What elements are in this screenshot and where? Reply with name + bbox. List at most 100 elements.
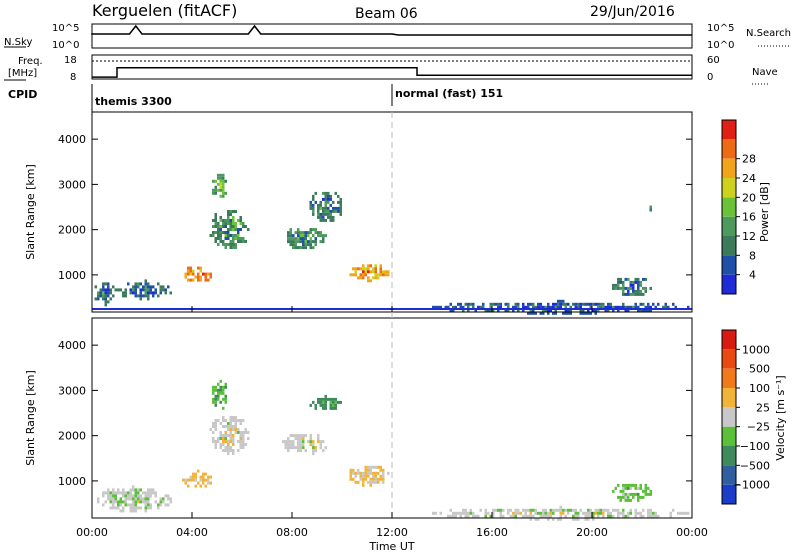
velocity-cell-7 — [619, 498, 622, 502]
velocity-cell-0 — [139, 497, 142, 501]
power-cell-4 — [222, 194, 225, 198]
velocity-cell-5 — [317, 400, 320, 404]
power-cell-8 — [619, 280, 622, 284]
power-cell-10 — [527, 305, 530, 309]
velocity-cell-0 — [144, 503, 147, 507]
power-cell-1 — [132, 291, 135, 295]
power-cell-10 — [649, 308, 652, 312]
power-cell-7 — [372, 267, 375, 271]
power-cell-6 — [317, 212, 320, 216]
power-cell-5 — [292, 246, 295, 250]
velocity-cell-7 — [632, 483, 635, 487]
velocity-cell-8 — [564, 514, 567, 518]
power-cell-10 — [664, 302, 667, 306]
power-cell-1 — [129, 291, 132, 295]
velocity-cell-0 — [129, 506, 132, 510]
velocity-cell-5 — [324, 400, 327, 404]
power-cell-6 — [319, 215, 322, 219]
power-colorbar-tick-1: 8 — [749, 249, 756, 262]
velocity-cell-7 — [629, 483, 632, 487]
power-cell-2 — [197, 272, 200, 276]
power-cell-1 — [127, 282, 130, 286]
velocity-cell-6 — [379, 474, 382, 478]
power-cell-2 — [204, 278, 207, 282]
xlabel: Time UT — [368, 540, 414, 553]
power-cell-3 — [217, 231, 220, 234]
velocity-cell-0 — [124, 497, 127, 501]
power-cell-7 — [364, 270, 367, 274]
power-cell-3 — [237, 237, 240, 240]
power-cell-1 — [169, 291, 172, 295]
velocity-cell-7 — [612, 489, 615, 493]
power-cell-6 — [312, 212, 315, 216]
velocity-cell-2 — [234, 422, 237, 425]
velocity-cell-8 — [649, 514, 652, 518]
power-cell-5 — [287, 240, 290, 244]
velocity-cell-0 — [134, 491, 137, 495]
time-axis: 00:00 04:00 08:00 12:00 16:00 20:00 00:00 — [76, 306, 708, 539]
power-cell-5 — [294, 237, 297, 241]
power-cell-10 — [529, 308, 532, 312]
power-cell-10 — [632, 305, 635, 309]
velocity-cell-2 — [229, 422, 232, 425]
velocity-cell-0 — [129, 503, 132, 507]
power-cell-6 — [322, 209, 325, 213]
power-cell-2 — [187, 272, 190, 276]
power-cell-4 — [219, 182, 222, 186]
power-cell-10 — [622, 305, 625, 309]
power-cell-10 — [527, 311, 530, 315]
power-cell-6 — [332, 206, 335, 210]
velocity-cell-0 — [127, 503, 130, 507]
velocity-cell-0 — [159, 497, 162, 501]
velocity-cell-0 — [139, 500, 142, 504]
power-cell-5 — [312, 246, 315, 250]
velocity-cell-8 — [524, 511, 527, 515]
velocity-cell-4 — [297, 446, 300, 450]
power-cell-3 — [242, 237, 245, 240]
velocity-cell-8 — [544, 508, 547, 512]
velocity-cell-4 — [324, 446, 327, 450]
power-cell-1 — [122, 294, 125, 298]
power-cell-6 — [339, 203, 342, 207]
velocity-cell-6 — [349, 474, 352, 478]
power-cell-10 — [499, 302, 502, 306]
velocity-cell-5 — [322, 400, 325, 404]
velocity-cell-8 — [449, 508, 452, 512]
velocity-cell-4 — [297, 434, 300, 438]
power-colorbar-tick-0: 4 — [749, 269, 756, 282]
power-cell-8 — [634, 277, 637, 281]
velocity-cell-1 — [209, 475, 212, 479]
velocity-cell-1 — [204, 472, 207, 476]
velocity-cell-7 — [627, 495, 630, 499]
velocity-cell-2 — [224, 419, 227, 422]
power-cell-10 — [604, 305, 607, 309]
power-cell-4 — [212, 191, 215, 195]
nave-label: Nave — [752, 67, 778, 78]
velocity-cell-5 — [334, 400, 337, 404]
power-cell-10 — [549, 308, 552, 312]
power-cell-3 — [232, 219, 235, 222]
velocity-cell-0 — [114, 491, 117, 495]
power-cell-6 — [332, 209, 335, 213]
power-cell-3 — [234, 246, 237, 249]
velocity-cell-2 — [242, 419, 245, 422]
velocity-cell-8 — [492, 511, 495, 515]
velocity-cell-2 — [222, 416, 225, 419]
power-cell-3 — [239, 216, 242, 219]
power-cell-5 — [297, 231, 300, 235]
power-cell-10 — [449, 308, 452, 312]
power-cell-1 — [117, 288, 120, 292]
velocity-cell-2 — [242, 437, 245, 440]
power-cell-6 — [334, 191, 337, 195]
velocity-cell-8 — [634, 514, 637, 518]
power-ylabel: Slant Range [km] — [24, 164, 37, 260]
power-cell-6 — [324, 206, 327, 210]
power-cell-8 — [639, 292, 642, 296]
velocity-cell-4 — [282, 440, 285, 444]
velocity-cell-2 — [214, 440, 217, 443]
power-cell-10 — [497, 308, 500, 312]
velocity-cell-8 — [522, 514, 525, 518]
power-cell-10 — [482, 302, 485, 306]
velocity-cell-2 — [237, 431, 240, 434]
